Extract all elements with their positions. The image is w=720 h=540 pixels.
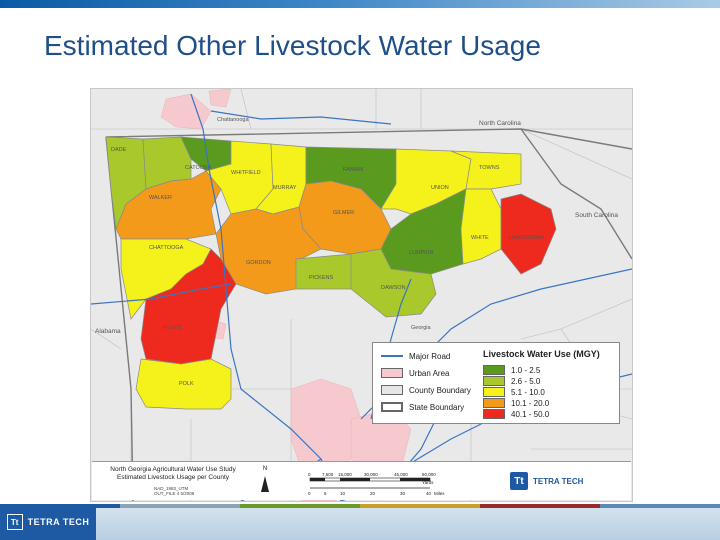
county-polk — [135, 358, 232, 410]
county-walker — [115, 170, 222, 240]
label-north-carolina: North Carolina — [479, 120, 521, 127]
label-whitfield: WHITFIELD — [231, 170, 261, 176]
study-title-line2: Estimated Livestock Usage per County — [117, 474, 229, 481]
label-gilmer: GILMER — [333, 210, 354, 216]
footer-logo: Tt TETRA TECH — [0, 504, 96, 540]
scale-top-5: 60,000 — [422, 472, 436, 477]
map-logo-text: TETRA TECH — [533, 476, 584, 486]
scale-top-2: 15,000 — [338, 472, 352, 477]
bottom-stripes — [0, 504, 720, 508]
scale-bot-5: 40 — [426, 491, 432, 496]
label-south-carolina: South Carolina — [575, 212, 618, 219]
projection-line2: OUT_FILE 4 5/2009 — [154, 491, 195, 496]
projection-line1: NAD_1983_UTM — [154, 486, 189, 491]
legend-class-5: 40.1 - 50.0 — [483, 409, 549, 419]
legend-class-4: 10.1 - 20.0 — [483, 398, 549, 408]
scale-top-unit: Yards — [422, 480, 434, 485]
top-accent-bar — [0, 0, 720, 8]
legend-label: State Boundary — [409, 402, 465, 412]
label-habersham: HABERSHAM — [509, 235, 544, 241]
label-dawson: DAWSON — [381, 285, 406, 291]
map-logo: Tt TETRA TECH — [510, 472, 583, 490]
legend-label: 10.1 - 20.0 — [511, 398, 550, 408]
label-gordon: GORDON — [246, 260, 271, 266]
county-polygons — [105, 136, 557, 410]
county-labels: DADE CATOOSA WHITFIELD MURRAY FANNIN TOW… — [111, 147, 544, 387]
legend-class-2: 2.6 - 5.0 — [483, 376, 540, 386]
county-white — [460, 188, 502, 265]
map-frame: DADE CATOOSA WHITFIELD MURRAY FANNIN TOW… — [90, 88, 633, 502]
class-swatch — [483, 365, 505, 375]
class-swatch — [483, 409, 505, 419]
legend-label: 2.6 - 5.0 — [511, 376, 541, 386]
map-footer: North Georgia Agricultural Water Use Stu… — [92, 461, 631, 500]
label-georgia: Georgia — [411, 325, 432, 331]
county-dawson — [350, 248, 437, 318]
urban-swatch — [381, 368, 403, 378]
label-chattooga: CHATTOOGA — [149, 245, 184, 251]
class-swatch — [483, 398, 505, 408]
label-walker: WALKER — [149, 195, 172, 201]
label-alabama: Alabama — [95, 328, 121, 335]
slide-title: Estimated Other Livestock Water Usage — [44, 30, 541, 61]
legend-item-urban: Urban Area — [381, 368, 449, 378]
scale-bot-2: 10 — [340, 491, 346, 496]
legend-item-road: Major Road — [381, 351, 450, 361]
class-swatch — [483, 387, 505, 397]
scale-top-3: 30,000 — [364, 472, 378, 477]
study-title-line1: North Georgia Agricultural Water Use Stu… — [110, 466, 236, 473]
label-murray: MURRAY — [273, 185, 297, 191]
scale-bot-1: 5 — [324, 491, 327, 496]
legend-label: 1.0 - 2.5 — [511, 365, 541, 375]
bottom-bar — [0, 504, 720, 540]
scale-top-1: 7,500 — [322, 472, 334, 477]
label-catoosa: CATOOSA — [185, 165, 212, 171]
legend-label: County Boundary — [409, 385, 471, 395]
state-boundary-swatch — [381, 402, 403, 412]
legend-class-3: 5.1 - 10.0 — [483, 387, 545, 397]
place-labels: North Carolina South Carolina Alabama Ge… — [95, 117, 618, 335]
class-swatch — [483, 376, 505, 386]
county-map: DADE CATOOSA WHITFIELD MURRAY FANNIN TOW… — [91, 89, 632, 501]
label-city-top: Chattanooga — [217, 117, 249, 123]
scale-top-4: 45,000 — [394, 472, 408, 477]
map-legend: Major Road Urban Area County Boundary St… — [372, 342, 620, 424]
county-boundary-swatch — [381, 385, 403, 395]
legend-title: Livestock Water Use (MGY) — [483, 349, 600, 359]
label-lumpkin: LUMPKIN — [409, 250, 433, 256]
scale-bar: 0 7,500 15,000 30,000 45,000 60,000 Yard… — [308, 472, 445, 496]
north-label: N — [262, 466, 268, 472]
legend-class-1: 1.0 - 2.5 — [483, 365, 540, 375]
county-lumpkin — [380, 188, 467, 275]
label-floyd: FLOYD — [163, 325, 181, 331]
scale-bot-0: 0 — [308, 491, 311, 496]
road-swatch — [381, 351, 403, 361]
tetra-tech-logo-icon: Tt — [6, 514, 23, 530]
county-floyd — [140, 248, 237, 365]
county-habersham — [500, 193, 557, 275]
label-union: UNION — [431, 185, 449, 191]
scale-bot-3: 20 — [370, 491, 376, 496]
scale-top-0: 0 — [308, 472, 311, 477]
scale-bot-4: 30 — [400, 491, 406, 496]
north-arrow-icon — [261, 476, 269, 492]
projection-note: NAD_1983_UTM OUT_FILE 4 5/2009 — [154, 486, 194, 496]
legend-label: 5.1 - 10.0 — [511, 387, 545, 397]
label-pickens: PICKENS — [309, 275, 333, 281]
label-dade: DADE — [111, 147, 127, 153]
legend-label: 40.1 - 50.0 — [511, 409, 550, 419]
legend-label: Urban Area — [409, 368, 450, 378]
legend-item-state-boundary: State Boundary — [381, 402, 464, 412]
study-title: North Georgia Agricultural Water Use Stu… — [98, 466, 248, 482]
label-towns: TOWNS — [479, 165, 500, 171]
label-fannin: FANNIN — [343, 167, 363, 173]
label-polk: POLK — [179, 381, 194, 387]
tetra-tech-logo-icon: Tt — [510, 472, 528, 490]
legend-label: Major Road — [409, 351, 451, 361]
scale-bot-unit: Miles — [434, 491, 445, 496]
label-white: WHITE — [471, 235, 489, 241]
footer-logo-text: TETRA TECH — [27, 517, 90, 527]
legend-item-county-boundary: County Boundary — [381, 385, 471, 395]
